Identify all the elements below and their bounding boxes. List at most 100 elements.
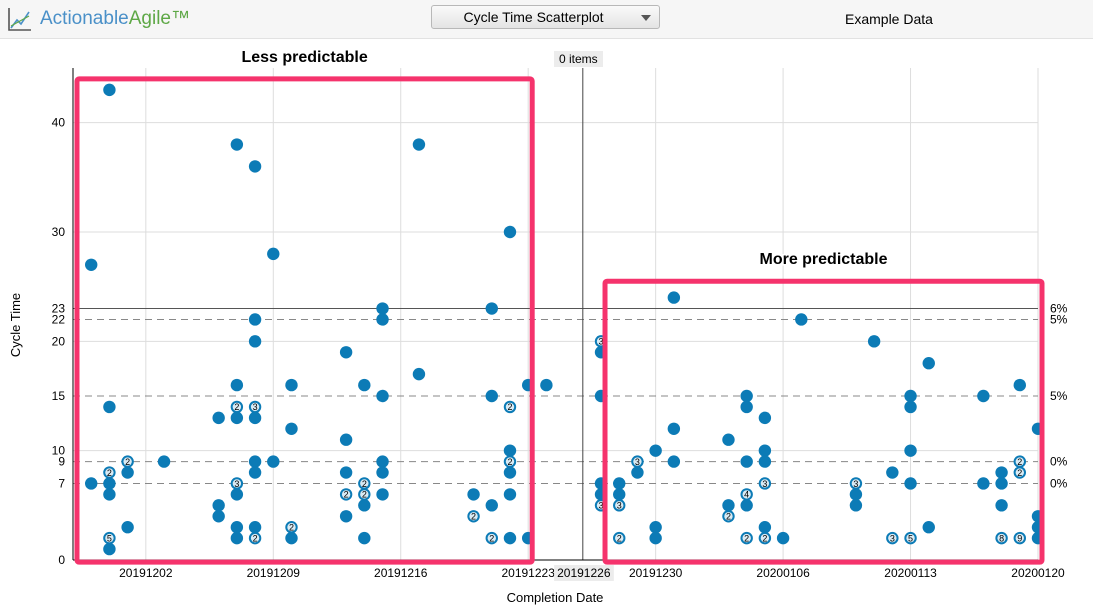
data-point[interactable] (904, 389, 917, 403)
data-point[interactable] (904, 477, 917, 490)
brand-logo[interactable]: ActionableAgile™ (40, 8, 190, 30)
data-point[interactable] (248, 160, 262, 173)
data-point[interactable] (613, 488, 626, 501)
y-axis-label: Cycle Time (8, 293, 23, 357)
data-point[interactable] (485, 499, 498, 512)
data-point[interactable] (212, 510, 225, 523)
data-point[interactable] (212, 411, 225, 425)
data-point[interactable] (267, 247, 280, 261)
data-point[interactable] (376, 466, 389, 479)
data-point[interactable] (230, 521, 244, 534)
data-point[interactable] (339, 510, 353, 523)
data-point[interactable] (758, 521, 772, 534)
data-point[interactable] (977, 477, 990, 490)
data-point[interactable] (904, 400, 917, 414)
chart-type-select[interactable]: Cycle Time Scatterplot (431, 5, 660, 29)
data-point[interactable] (376, 488, 389, 501)
data-point[interactable] (376, 455, 389, 468)
data-point[interactable] (230, 411, 244, 425)
data-point[interactable] (85, 258, 98, 271)
data-point[interactable] (722, 433, 735, 446)
data-point[interactable] (85, 477, 98, 490)
data-point[interactable] (886, 466, 899, 479)
data-point[interactable] (758, 411, 772, 425)
data-point[interactable] (121, 466, 134, 479)
data-point[interactable] (339, 433, 353, 446)
data-point[interactable] (267, 455, 280, 468)
data-point[interactable] (248, 313, 262, 326)
data-point[interactable] (248, 411, 262, 425)
data-point[interactable] (358, 378, 371, 392)
data-point[interactable] (667, 422, 681, 435)
data-point[interactable] (649, 521, 662, 534)
data-point[interactable] (740, 400, 753, 414)
data-point[interactable] (540, 378, 553, 392)
data-point[interactable] (740, 389, 753, 403)
data-point[interactable] (977, 389, 990, 403)
data-point[interactable] (485, 389, 498, 403)
data-point[interactable] (230, 488, 244, 501)
data-point[interactable] (503, 488, 517, 501)
data-point[interactable] (740, 455, 753, 468)
data-point[interactable] (795, 313, 808, 326)
data-point[interactable] (740, 499, 753, 512)
data-point[interactable] (230, 138, 244, 151)
data-point[interactable] (867, 335, 881, 348)
data-point[interactable] (995, 499, 1008, 512)
data-point[interactable] (758, 455, 772, 468)
data-point[interactable] (285, 531, 298, 545)
data-point[interactable] (631, 466, 644, 479)
data-point[interactable] (212, 499, 225, 512)
data-point[interactable] (995, 466, 1008, 479)
data-point[interactable] (649, 531, 662, 545)
data-point[interactable] (412, 138, 426, 151)
data-point[interactable] (849, 499, 863, 512)
data-point[interactable] (103, 83, 116, 97)
data-point[interactable] (285, 378, 298, 392)
data-point[interactable] (776, 531, 790, 545)
data-point[interactable] (248, 521, 262, 534)
data-point[interactable] (103, 477, 116, 490)
data-point[interactable] (904, 444, 917, 457)
data-point[interactable] (922, 357, 935, 370)
data-point[interactable] (503, 466, 517, 479)
data-point[interactable] (667, 291, 681, 304)
data-point[interactable] (376, 313, 389, 326)
point-count-label: 2 (762, 533, 767, 543)
data-point[interactable] (758, 444, 772, 457)
data-point[interactable] (503, 531, 517, 545)
data-point[interactable] (248, 466, 262, 479)
data-point[interactable] (412, 367, 426, 381)
data-point[interactable] (649, 444, 662, 457)
data-point[interactable] (248, 335, 262, 348)
data-point[interactable] (230, 378, 244, 392)
data-point[interactable] (339, 466, 353, 479)
data-point[interactable] (503, 225, 517, 239)
data-point[interactable] (285, 422, 298, 435)
data-point[interactable] (230, 531, 244, 545)
data-point[interactable] (103, 488, 116, 501)
data-point[interactable] (358, 531, 371, 545)
data-point[interactable] (339, 346, 353, 359)
data-point[interactable] (376, 302, 389, 315)
data-point[interactable] (103, 542, 116, 556)
data-point[interactable] (722, 499, 735, 512)
data-point[interactable] (376, 389, 389, 403)
point-count-label: 2 (1017, 457, 1022, 467)
data-point[interactable] (613, 477, 626, 490)
data-point[interactable] (995, 477, 1008, 490)
data-point[interactable] (849, 488, 863, 501)
data-point[interactable] (503, 444, 517, 457)
data-point[interactable] (922, 521, 935, 534)
data-point[interactable] (157, 455, 171, 468)
data-point[interactable] (667, 455, 681, 468)
data-point[interactable] (1013, 378, 1026, 392)
data-point[interactable] (103, 400, 116, 414)
data-point[interactable] (485, 302, 498, 315)
data-point[interactable] (121, 521, 134, 534)
data-point[interactable] (467, 488, 480, 501)
data-point[interactable] (248, 455, 262, 468)
data-point[interactable] (358, 499, 371, 512)
